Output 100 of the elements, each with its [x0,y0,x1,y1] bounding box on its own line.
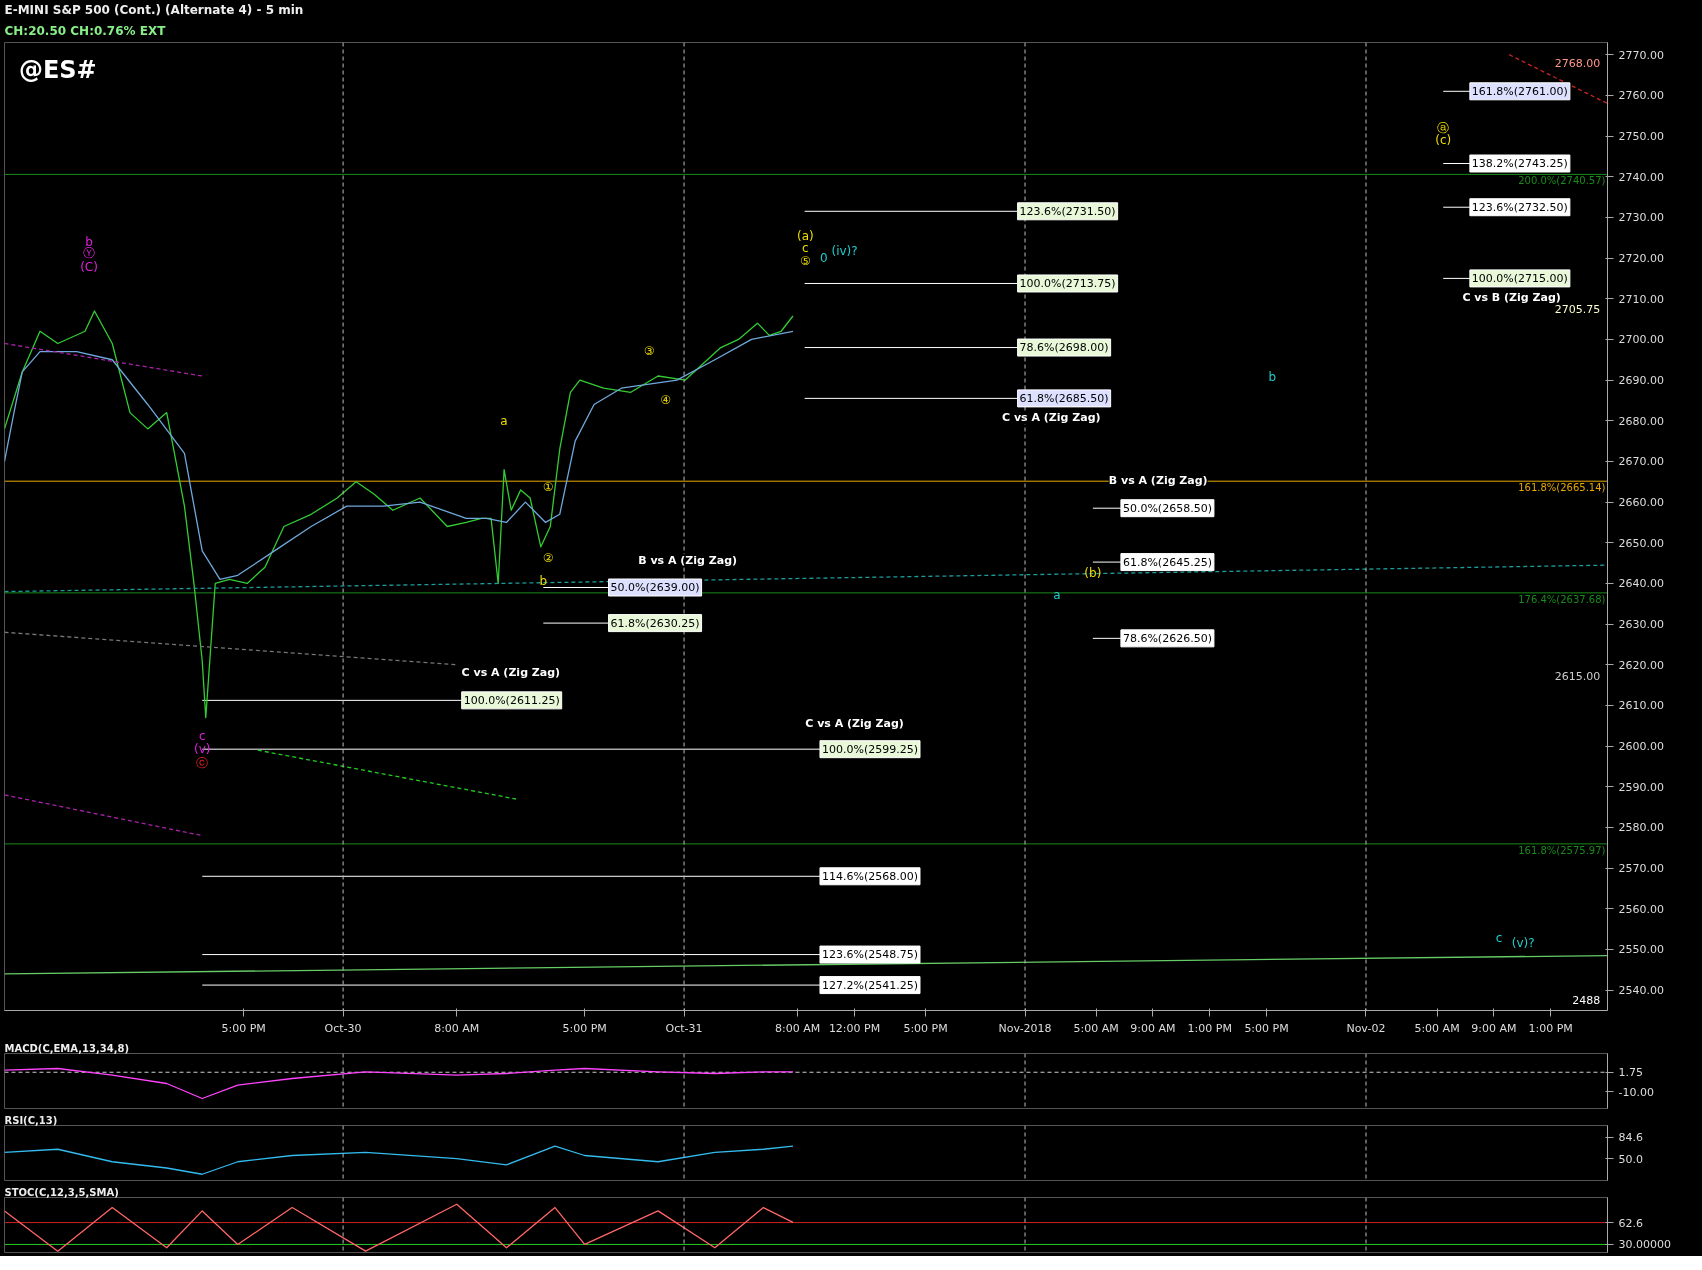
ref-line-label: 61.8%(2685.50) [1019,391,1109,405]
y-tick-label: 2670.00 [1618,455,1664,469]
y-tick-label: 2750.00 [1618,130,1664,144]
x-tick-label: Nov-02 [1346,1021,1386,1035]
x-tick-label: Oct-30 [324,1021,362,1035]
ref-line-label: 100.0%(2713.75) [1019,276,1116,290]
y-tick-label: 2600.00 [1618,740,1664,754]
annotation: b [1268,370,1277,385]
annotation: B vs A (Zig Zag) [1108,474,1208,488]
ref-line-label: 161.8%(2575.97) [1518,844,1606,856]
x-tick-label: Oct-31 [665,1021,703,1035]
chart-title: STOC(C,12,3,5,SMA) [4,1186,119,1198]
x-tick-label: 8:00 AM [775,1021,821,1035]
annotation: 2615.00 [1554,669,1601,683]
annotation: ② [542,550,554,565]
annotation: 0 [820,250,828,265]
y-tick-label: 2580.00 [1618,821,1664,835]
y-tick-label: 62.6 [1618,1216,1643,1230]
annotation: (C) [80,259,98,274]
y-tick-label: 2560.00 [1618,902,1664,916]
x-tick-label: 5:00 AM [1073,1021,1119,1035]
ref-line-label: 50.0%(2658.50) [1122,501,1212,515]
x-tick-label: 5:00 PM [903,1021,948,1035]
y-tick-label: 2690.00 [1618,374,1664,388]
x-tick-label: 5:00 PM [221,1021,266,1035]
ref-line-label: 50.0%(2639.00) [610,581,700,595]
ref-line-label: 138.2%(2743.25) [1471,157,1568,170]
y-tick-label: 1.75 [1618,1066,1643,1080]
y-tick-label: 84.6 [1618,1131,1643,1144]
annotation: Ⓨ [83,246,96,261]
y-tick-label: 50.0 [1618,1152,1643,1166]
annotation: (v)? [1511,935,1535,950]
y-tick-label: 2700.00 [1618,333,1664,347]
y-tick-label: 2630.00 [1618,618,1664,632]
ref-line-label: 161.8%(2665.14) [1518,482,1606,494]
annotation: C vs A (Zig Zag) [461,665,561,679]
y-tick-label: 2570.00 [1618,862,1664,876]
y-tick-label: 2590.00 [1618,780,1664,794]
ref-line-label: 176.4%(2637.68) [1518,593,1606,605]
y-tick-label: 2610.00 [1618,699,1664,713]
y-tick-label: 2540.00 [1618,984,1664,998]
annotation: C vs B (Zig Zag) [1462,291,1561,305]
y-tick-label: 2650.00 [1618,536,1664,550]
ref-line-label: 123.6%(2548.75) [821,948,918,962]
ref-line-label: 78.6%(2698.00) [1019,341,1109,355]
y-tick-label: 2730.00 [1618,211,1664,225]
y-tick-label: 2550.00 [1618,943,1664,957]
y-tick-label: 30.00000 [1618,1238,1671,1252]
annotation: ④ [660,393,672,408]
x-tick-label: 9:00 AM [1130,1021,1176,1035]
annotation: c [198,728,206,743]
annotation: (b) [1084,566,1102,581]
ref-line-label: 123.6%(2731.50) [1019,204,1116,218]
annotation: a [1053,587,1061,602]
annotation: B vs A (Zig Zag) [638,554,738,568]
ref-line-label: 127.2%(2541.25) [821,978,918,992]
y-tick-label: 2770.00 [1618,48,1664,62]
x-tick-label: 1:00 PM [1528,1021,1573,1035]
ref-line-label: 78.6%(2626.50) [1122,631,1212,645]
x-tick-label: 8:00 AM [434,1021,480,1035]
ref-line-label: 61.8%(2630.25) [610,616,700,630]
ref-line-label: 123.6%(2732.50) [1471,200,1568,214]
annotation: (v) [194,742,211,757]
chart-title: RSI(C,13) [4,1114,58,1126]
annotation: C vs A (Zig Zag) [805,716,904,730]
y-tick-label: 2760.00 [1618,89,1664,103]
y-tick-label: 2710.00 [1618,292,1664,306]
annotation: ⓒ [196,755,209,770]
ref-line-label: 100.0%(2715.00) [1471,271,1568,285]
y-tick-label: 2620.00 [1618,658,1664,672]
annotation: 2488 [1572,993,1601,1007]
y-tick-label: 2720.00 [1618,252,1664,266]
ref-line-label: 100.0%(2599.25) [821,742,918,756]
annotation: c [802,241,809,256]
annotation: ① [542,480,554,495]
y-tick-label: 2660.00 [1618,496,1664,510]
ref-line-label: 200.0%(2740.57) [1518,175,1606,187]
ref-line-label: 61.8%(2645.25) [1122,555,1212,569]
y-tick-label: 2640.00 [1618,577,1664,591]
x-tick-label: 12:00 PM [828,1021,881,1035]
annotation: (iv)? [831,244,858,259]
x-tick-label: 5:00 AM [1414,1021,1460,1035]
annotation: (c) [1435,133,1452,148]
annotation: C vs A (Zig Zag) [1001,411,1101,425]
annotation: ⓐ [1437,120,1450,135]
ref-line-label: 161.8%(2761.00) [1471,84,1568,98]
y-tick-label: 2740.00 [1618,170,1664,184]
chart-title: E-MINI S&P 500 (Cont.) (Alternate 4) - 5 min [4,2,304,17]
x-tick-label: 1:00 PM [1187,1021,1232,1035]
annotation: ⑤ [800,254,811,269]
y-tick-label: -10.00 [1618,1085,1654,1099]
x-tick-label: 9:00 AM [1471,1021,1517,1035]
annotation: @ES# [18,55,97,84]
ref-line-label: 100.0%(2611.25) [463,693,560,707]
annotation: b [539,574,548,589]
annotation: c [1495,930,1503,945]
annotation: a [500,413,508,428]
annotation: 2768.00 [1554,56,1601,70]
annotation: ③ [643,343,655,358]
chart-title: MACD(C,EMA,13,34,8) [4,1042,130,1054]
